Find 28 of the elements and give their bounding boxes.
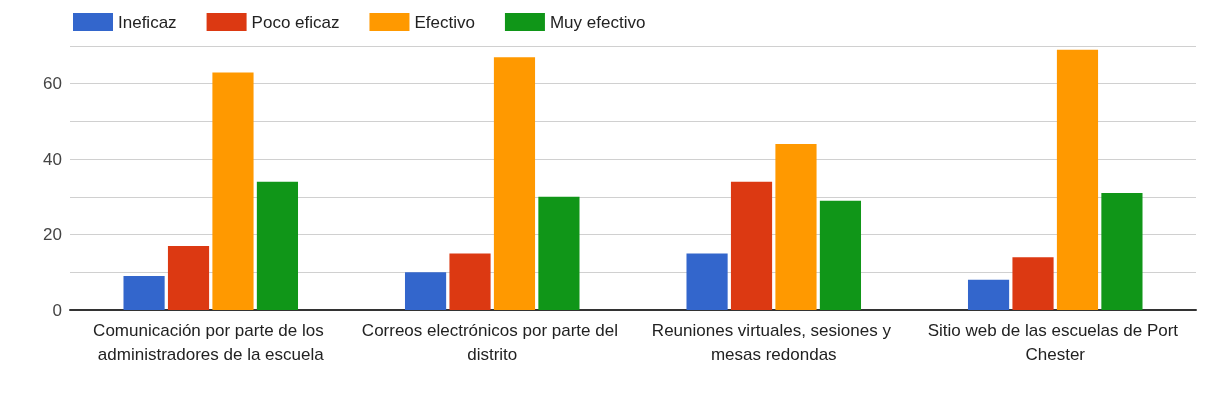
x-tick-label: Comunicación por parte de los administradores de la escuela <box>93 320 329 364</box>
legend-label: Ineficaz <box>118 12 177 32</box>
y-tick-label: 60 <box>43 74 62 94</box>
bar <box>967 279 1010 310</box>
x-tick-label: Sitio web de las escuelas de Port Chester <box>927 320 1183 364</box>
bar <box>686 253 728 310</box>
bar <box>819 200 862 310</box>
bar <box>212 72 254 310</box>
y-tick-label: 40 <box>43 149 62 169</box>
x-tick-label: Correos electrónicos por parte del distrito <box>361 320 623 364</box>
bar <box>404 272 447 310</box>
bar <box>730 181 773 310</box>
legend-label: Muy efectivo <box>549 12 646 32</box>
bar <box>449 253 491 310</box>
legend-label: Poco eficaz <box>251 12 340 32</box>
bar <box>1056 49 1099 310</box>
x-tick-label: Reuniones virtuales, sesiones y mesas redondas <box>651 320 896 364</box>
bar <box>256 181 299 310</box>
bar <box>1012 257 1054 310</box>
y-tick-label: 0 <box>52 300 62 320</box>
bar <box>493 57 536 310</box>
bar <box>167 245 210 310</box>
bar <box>1101 193 1143 310</box>
bar <box>123 276 165 310</box>
legend-label: Efectivo <box>414 12 475 32</box>
y-tick-label: 20 <box>43 225 62 245</box>
bar <box>538 196 580 310</box>
bar <box>775 144 817 310</box>
